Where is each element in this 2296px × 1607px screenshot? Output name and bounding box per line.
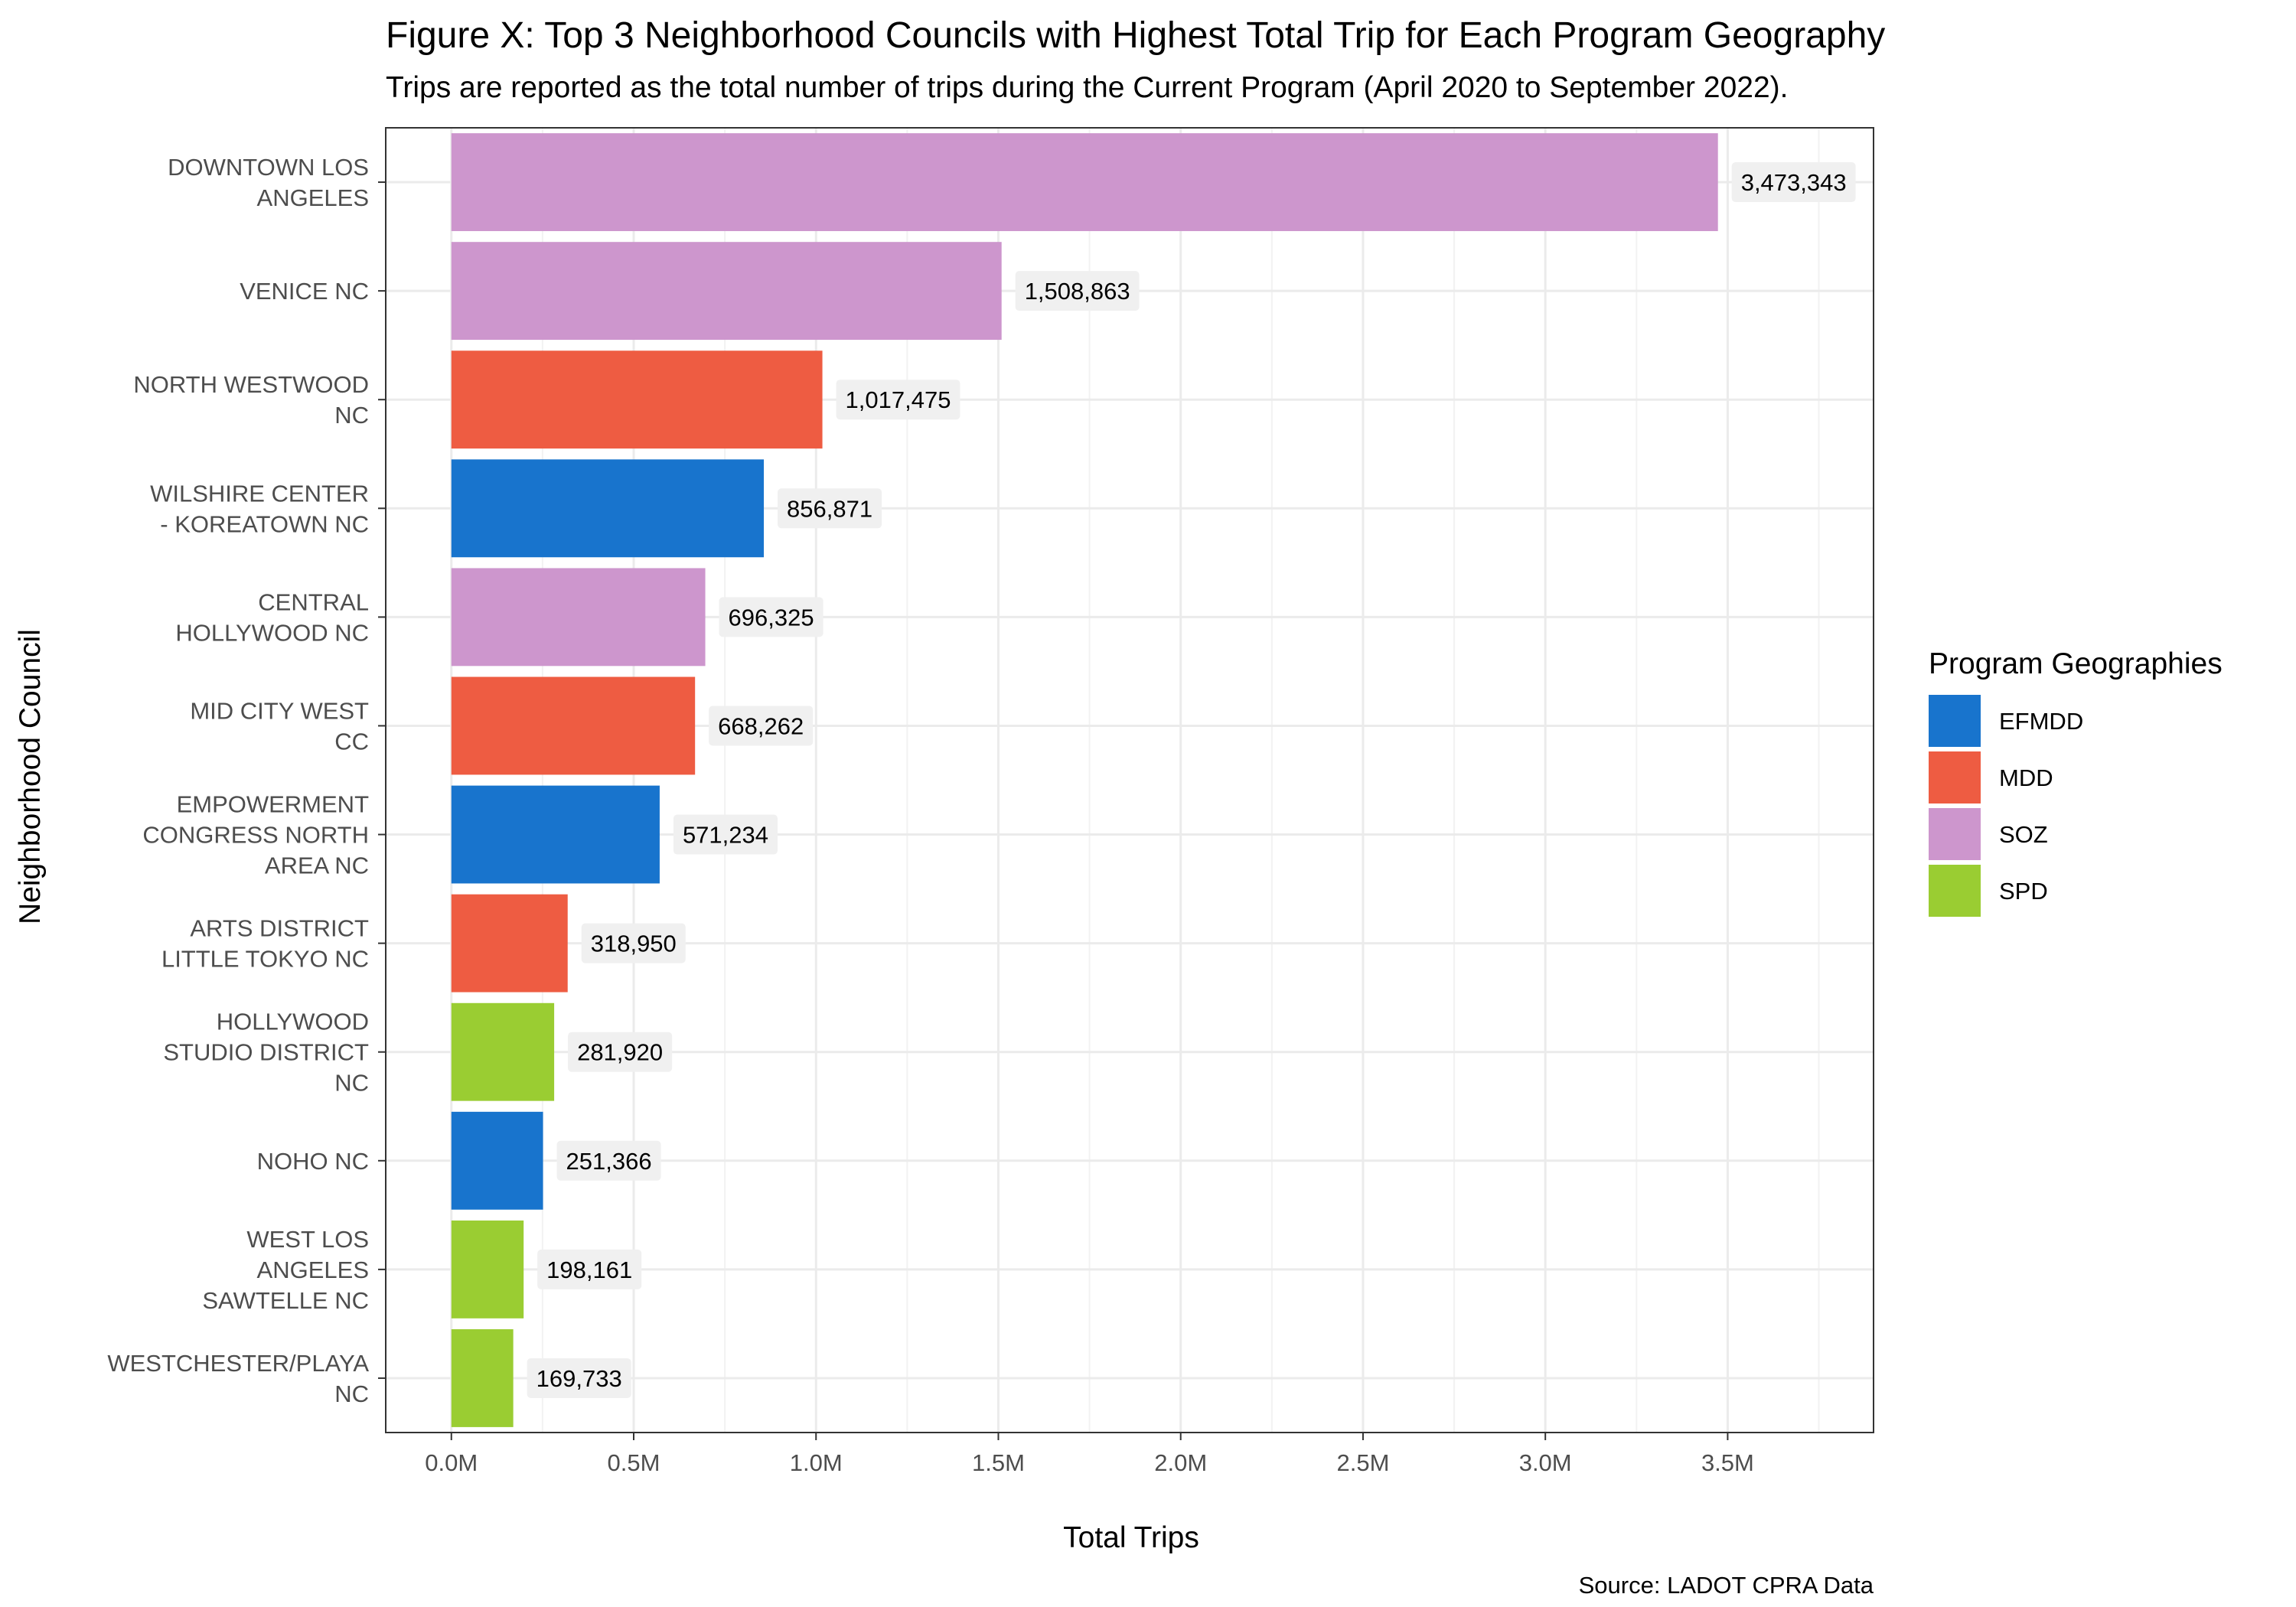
y-tick-label: ARTS DISTRICT (190, 915, 369, 942)
plot-panel-border (385, 127, 1874, 1433)
bar (451, 1220, 524, 1319)
bars (451, 133, 1718, 1427)
legend-key (1929, 695, 1981, 747)
value-label-background (1731, 162, 1856, 203)
value-label-background (537, 1249, 642, 1289)
legend-label: SOZ (1999, 821, 2048, 848)
value-label-background (836, 380, 960, 420)
value-label: 3,473,343 (1741, 169, 1847, 196)
y-tick-label: EMPOWERMENT (177, 791, 370, 818)
y-tick-label: NC (334, 402, 369, 429)
y-tick-label: HOLLYWOOD (217, 1009, 369, 1035)
chart-title: Figure X: Top 3 Neighborhood Councils wi… (386, 15, 1885, 56)
legend-label: EFMDD (1999, 708, 2083, 735)
legend-label: MDD (1999, 764, 2053, 791)
value-label: 198,161 (546, 1257, 632, 1283)
x-tick-label: 2.5M (1336, 1449, 1389, 1476)
value-label-background (581, 923, 686, 963)
y-axis: DOWNTOWN LOS ANGELES VENICE NC NORTH WESTWO… (107, 154, 386, 1407)
bar (451, 568, 706, 667)
y-tick-label: STUDIO DISTRICT (163, 1039, 369, 1066)
bar (451, 1002, 555, 1101)
legend: Program Geographies EFMDD MDD SOZ SPD (1929, 647, 2223, 917)
bar (451, 133, 1718, 231)
bar (451, 1329, 514, 1427)
bar (451, 459, 765, 558)
y-axis-title: Neighborhood Council (14, 629, 47, 924)
value-label: 1,508,863 (1025, 278, 1130, 305)
value-label-background (778, 488, 882, 529)
y-tick-label: WESTCHESTER/PLAYA (107, 1350, 369, 1377)
bar (451, 1111, 543, 1210)
x-axis-title: Total Trips (1063, 1521, 1199, 1554)
value-label-background (719, 597, 823, 637)
y-tick-label: LITTLE TOKYO NC (161, 946, 369, 973)
x-tick-label: 2.0M (1154, 1449, 1207, 1476)
value-label-background (556, 1140, 661, 1181)
y-tick-label: SAWTELLE NC (202, 1287, 369, 1314)
value-label: 668,262 (718, 712, 804, 739)
y-tick-label: ANGELES (257, 1257, 369, 1283)
value-label-background (673, 814, 778, 855)
value-labels: 3,473,343 1,508,863 1,017,475 856,871 696,32… (527, 162, 1856, 1398)
value-label: 169,733 (536, 1365, 622, 1392)
legend-key (1929, 808, 1981, 860)
y-tick-label: AREA NC (265, 852, 369, 879)
value-label: 571,234 (683, 822, 768, 849)
value-label-background (709, 706, 814, 746)
bar (451, 894, 568, 993)
x-tick-label: 1.5M (972, 1449, 1025, 1476)
y-tick-label: WILSHIRE CENTER (150, 480, 369, 507)
value-label-background (1015, 271, 1140, 311)
value-label: 251,366 (566, 1148, 652, 1175)
value-label: 281,920 (577, 1039, 663, 1066)
y-tick-label: WEST LOS (246, 1226, 369, 1253)
y-tick-label: CONGRESS NORTH (142, 822, 369, 849)
y-tick-label: CC (334, 728, 369, 755)
value-label-background (568, 1032, 673, 1072)
y-tick-label: VENICE NC (240, 278, 369, 305)
value-label: 318,950 (591, 931, 677, 957)
y-tick-label: NORTH WESTWOOD (133, 371, 369, 398)
y-tick-label: NC (334, 1380, 369, 1407)
y-tick-label: NOHO NC (257, 1148, 369, 1175)
legend-key (1929, 751, 1981, 804)
legend-key (1929, 865, 1981, 917)
x-tick-label: 0.5M (608, 1449, 660, 1476)
y-tick-label: CENTRAL (258, 588, 369, 615)
bar (451, 785, 660, 884)
y-tick-label: NC (334, 1070, 369, 1097)
y-tick-label: MID CITY WEST (190, 697, 369, 724)
legend-label: SPD (1999, 878, 2048, 905)
value-label: 1,017,475 (846, 386, 951, 413)
minor-gridlines (541, 128, 1820, 1433)
y-tick-label: - KOREATOWN NC (160, 510, 369, 537)
value-label: 696,325 (729, 604, 814, 631)
x-tick-label: 1.0M (790, 1449, 843, 1476)
value-label-background (527, 1358, 631, 1398)
x-tick-label: 3.0M (1519, 1449, 1572, 1476)
source-caption: Source: LADOT CPRA Data (1579, 1572, 1874, 1599)
bar (451, 676, 696, 775)
y-tick-label: ANGELES (257, 184, 369, 211)
bar (451, 242, 1002, 341)
legend-title: Program Geographies (1929, 647, 2223, 680)
y-tick-label: DOWNTOWN LOS (168, 154, 369, 181)
value-label: 856,871 (787, 495, 872, 522)
chart-subtitle: Trips are reported as the total number o… (386, 71, 1788, 104)
x-axis: 0.0M 0.5M 1.0M 1.5M 2.0M 2.5M 3.0M 3.5M (425, 1433, 1754, 1476)
bar (451, 350, 823, 449)
y-tick-label: HOLLYWOOD NC (175, 619, 369, 646)
x-tick-label: 0.0M (425, 1449, 478, 1476)
x-tick-label: 3.5M (1701, 1449, 1754, 1476)
